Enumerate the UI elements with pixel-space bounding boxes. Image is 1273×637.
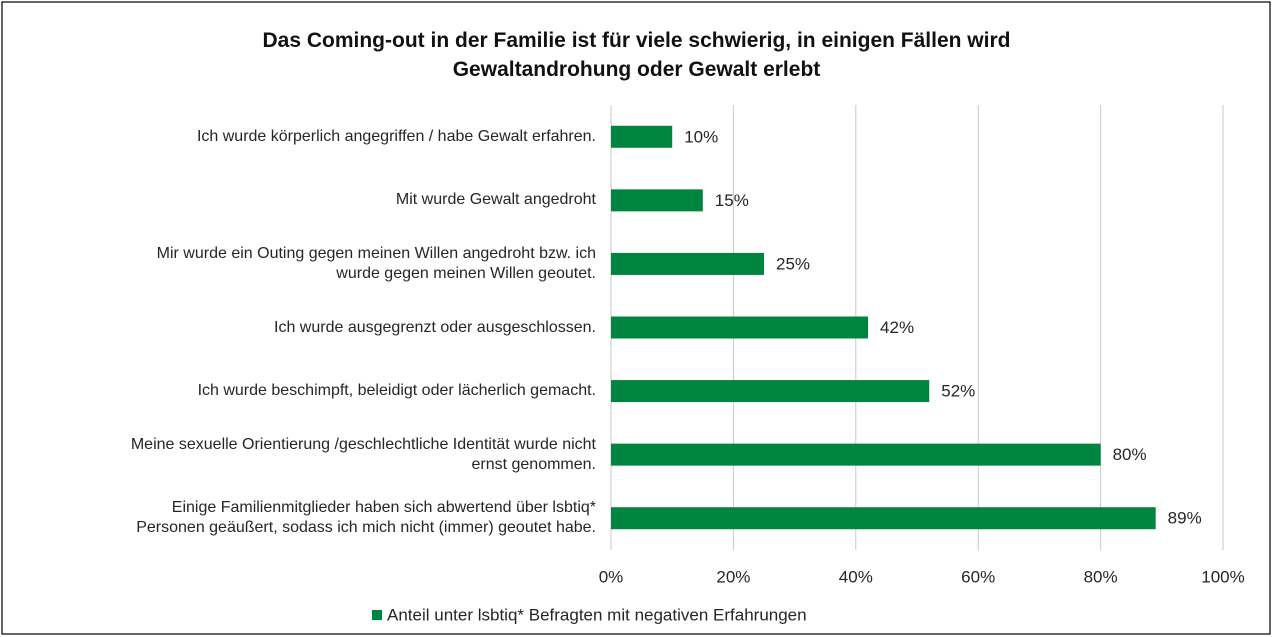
value-label: 15% bbox=[715, 191, 749, 210]
value-label: 42% bbox=[880, 318, 914, 337]
x-tick-label: 60% bbox=[961, 567, 995, 586]
bar bbox=[611, 380, 930, 403]
bar bbox=[611, 316, 869, 339]
category-label: Mit wurde Gewalt angedroht bbox=[395, 191, 596, 209]
x-tick-label: 0% bbox=[599, 567, 624, 586]
x-tick-label: 40% bbox=[839, 567, 873, 586]
category-label: Einige Familienmitglieder haben sich abw… bbox=[136, 499, 596, 537]
x-tick-label: 100% bbox=[1201, 567, 1244, 586]
category-label: Ich wurde ausgegrenzt oder ausgeschlosse… bbox=[274, 318, 596, 336]
legend-label: Anteil unter lsbtiq* Befragten mit negat… bbox=[387, 605, 807, 624]
category-label: Mir wurde ein Outing gegen meinen Willen… bbox=[156, 244, 596, 282]
value-label: 25% bbox=[776, 254, 810, 273]
value-label: 89% bbox=[1168, 509, 1202, 528]
legend-swatch bbox=[372, 610, 382, 620]
bar bbox=[611, 189, 703, 212]
x-tick-label: 80% bbox=[1084, 567, 1118, 586]
value-label: 10% bbox=[684, 127, 718, 146]
value-label: 80% bbox=[1113, 445, 1147, 464]
bar bbox=[611, 125, 673, 148]
bar bbox=[611, 507, 1156, 530]
value-label: 52% bbox=[941, 382, 975, 401]
x-tick-label: 20% bbox=[716, 567, 750, 586]
category-label: Meine sexuelle Orientierung /geschlechtl… bbox=[130, 435, 596, 473]
chart-title: Das Coming-out in der Familie ist für vi… bbox=[262, 29, 1011, 81]
category-label: Ich wurde körperlich angegriffen / habe … bbox=[196, 127, 596, 145]
bar bbox=[611, 443, 1101, 466]
category-label: Ich wurde beschimpft, beleidigt oder läc… bbox=[197, 382, 596, 400]
bar bbox=[611, 252, 764, 275]
